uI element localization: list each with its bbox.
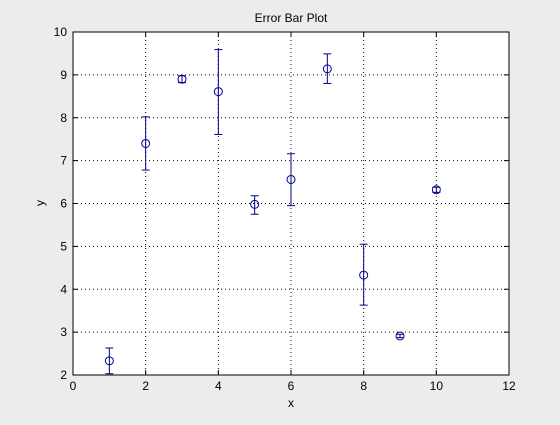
data-series bbox=[104, 49, 441, 375]
y-tick-label: 6 bbox=[60, 197, 67, 211]
data-point-marker bbox=[359, 270, 369, 280]
chart-title: Error Bar Plot bbox=[255, 11, 328, 25]
data-point-marker bbox=[286, 174, 296, 184]
x-tick-label: 2 bbox=[142, 379, 149, 393]
data-point-group bbox=[359, 243, 369, 306]
data-point-marker bbox=[213, 87, 223, 97]
x-tick-label: 4 bbox=[215, 379, 222, 393]
x-axis-label: x bbox=[288, 396, 294, 410]
y-tick-label: 4 bbox=[60, 282, 67, 296]
data-point-group bbox=[104, 347, 114, 375]
x-tick-label: 0 bbox=[70, 379, 77, 393]
x-tick-label: 12 bbox=[502, 379, 516, 393]
y-tick-label: 2 bbox=[60, 368, 67, 382]
data-point-marker bbox=[141, 138, 151, 148]
data-point-marker bbox=[395, 331, 405, 341]
y-tick-label: 3 bbox=[60, 325, 67, 339]
x-tick-label: 6 bbox=[288, 379, 295, 393]
data-point-group bbox=[431, 185, 441, 195]
x-tick-label: 10 bbox=[430, 379, 444, 393]
y-axis-label: y bbox=[33, 200, 47, 206]
data-point-group bbox=[395, 331, 405, 341]
data-point-group bbox=[286, 153, 296, 207]
y-tick-label: 5 bbox=[60, 239, 67, 253]
data-point-group bbox=[213, 49, 223, 135]
y-tick-label: 8 bbox=[60, 111, 67, 125]
data-point-group bbox=[322, 53, 332, 84]
data-point-marker bbox=[104, 356, 114, 366]
y-tick-label: 10 bbox=[54, 25, 68, 39]
data-point-marker bbox=[177, 74, 187, 84]
data-point-group bbox=[141, 116, 151, 171]
y-tick-label: 9 bbox=[60, 68, 67, 82]
y-tick-label: 7 bbox=[60, 154, 67, 168]
x-tick-label: 8 bbox=[360, 379, 367, 393]
data-point-marker bbox=[431, 185, 441, 195]
data-point-group bbox=[177, 74, 187, 84]
data-point-group bbox=[250, 195, 260, 215]
data-point-marker bbox=[250, 199, 260, 209]
data-point-marker bbox=[322, 64, 332, 74]
